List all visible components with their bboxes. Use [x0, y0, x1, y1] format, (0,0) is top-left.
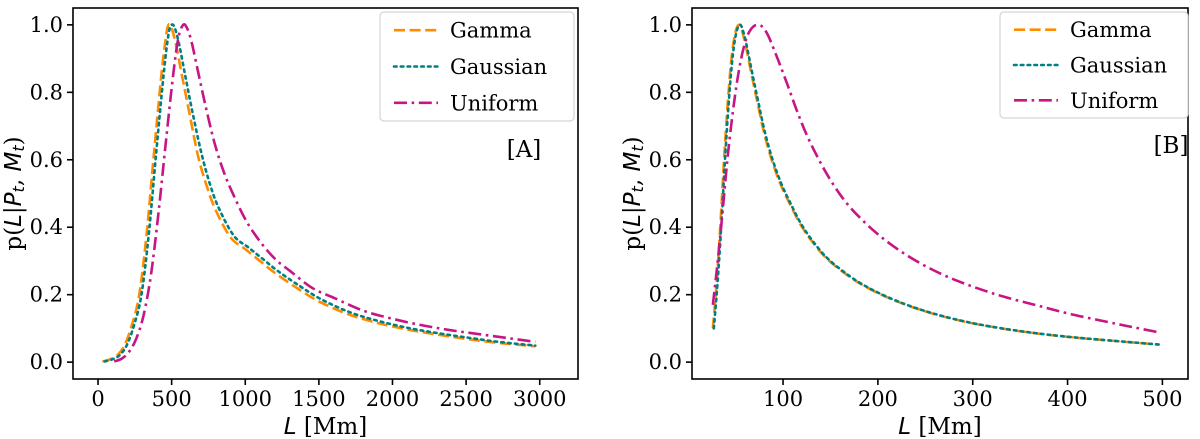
panel-A: 0 500 1000 1500 2000 2500 3000 0.0 0.2 0.4 0.6 0.8 1…	[1, 7, 579, 439]
x-tick-label: 100	[763, 387, 803, 411]
series-uniform-line	[711, 23, 1160, 334]
legend-entry-gaussian: Gaussian	[1012, 54, 1167, 78]
y-axis-label: p(L|Pt, Mt)	[620, 136, 647, 250]
legend-label: Uniform	[1070, 89, 1158, 113]
x-tick-label: 300	[953, 387, 993, 411]
y-tick-label: 0.4	[30, 215, 63, 239]
y-tick-label: 0.8	[30, 80, 63, 104]
panel-tag-B: [B]	[1154, 133, 1189, 159]
y-tick-label: 0.0	[649, 350, 682, 374]
x-tick-label: 1500	[292, 387, 345, 411]
x-tick-label: 1000	[219, 387, 272, 411]
y-tick-label: 0.0	[30, 350, 63, 374]
x-tick-label: 500	[1142, 387, 1182, 411]
x-tick-label: 400	[1048, 387, 1088, 411]
legend-box	[999, 11, 1189, 119]
x-axis-ticks: 0 500 1000 1500 2000 2500 3000	[91, 379, 566, 411]
legend: Gamma Gaussian Uniform	[999, 11, 1189, 119]
y-tick-label: 0.2	[30, 283, 63, 307]
y-tick-label: 1.0	[30, 13, 63, 37]
y-axis-ticks: 0.0 0.2 0.4 0.6 0.8 1.0	[30, 13, 73, 374]
legend: Gamma Gaussian Uniform	[379, 11, 575, 122]
series-gaussian-line	[712, 23, 1161, 346]
x-tick-label: 200	[858, 387, 898, 411]
x-tick-label: 0	[91, 387, 104, 411]
legend-label: Uniform	[450, 91, 538, 115]
y-tick-label: 0.6	[649, 148, 682, 172]
legend-entry-gamma: Gamma	[394, 19, 532, 43]
y-tick-label: 0.2	[649, 283, 682, 307]
y-tick-label: 1.0	[649, 13, 682, 37]
legend-entry-uniform: Uniform	[394, 91, 538, 115]
legend-label: Gamma	[1070, 18, 1152, 42]
legend-entry-gaussian: Gaussian	[392, 55, 547, 79]
legend-entry-uniform: Uniform	[1014, 89, 1158, 113]
x-tick-label: 500	[152, 387, 192, 411]
y-tick-label: 0.8	[649, 80, 682, 104]
legend-label: Gamma	[450, 19, 532, 43]
legend-entry-gamma: Gamma	[1014, 18, 1152, 42]
series-gamma-line	[102, 22, 536, 363]
y-tick-label: 0.6	[30, 148, 63, 172]
series-gaussian-line	[103, 23, 537, 363]
y-axis-ticks: 0.0 0.2 0.4 0.6 0.8 1.0	[649, 13, 692, 374]
legend-label: Gaussian	[1070, 54, 1167, 78]
x-axis-label: L [Mm]	[284, 414, 367, 439]
legend-box	[379, 11, 575, 122]
legend-label: Gaussian	[450, 55, 547, 79]
panel-B: 100 200 300 400 500 0.0 0.2 0.4 0.6 0.8 1.0 L [Mm] p…	[620, 7, 1189, 439]
x-tick-label: 3000	[513, 387, 566, 411]
x-axis-label: L [Mm]	[898, 414, 981, 439]
series-uniform-line	[113, 23, 536, 363]
x-tick-label: 2000	[366, 387, 419, 411]
panel-tag-A: [A]	[507, 137, 542, 163]
x-axis-ticks: 100 200 300 400 500	[763, 379, 1182, 411]
y-axis-label: p(L|Pt, Mt)	[1, 136, 28, 250]
y-tick-label: 0.4	[649, 215, 682, 239]
x-tick-label: 2500	[439, 387, 492, 411]
